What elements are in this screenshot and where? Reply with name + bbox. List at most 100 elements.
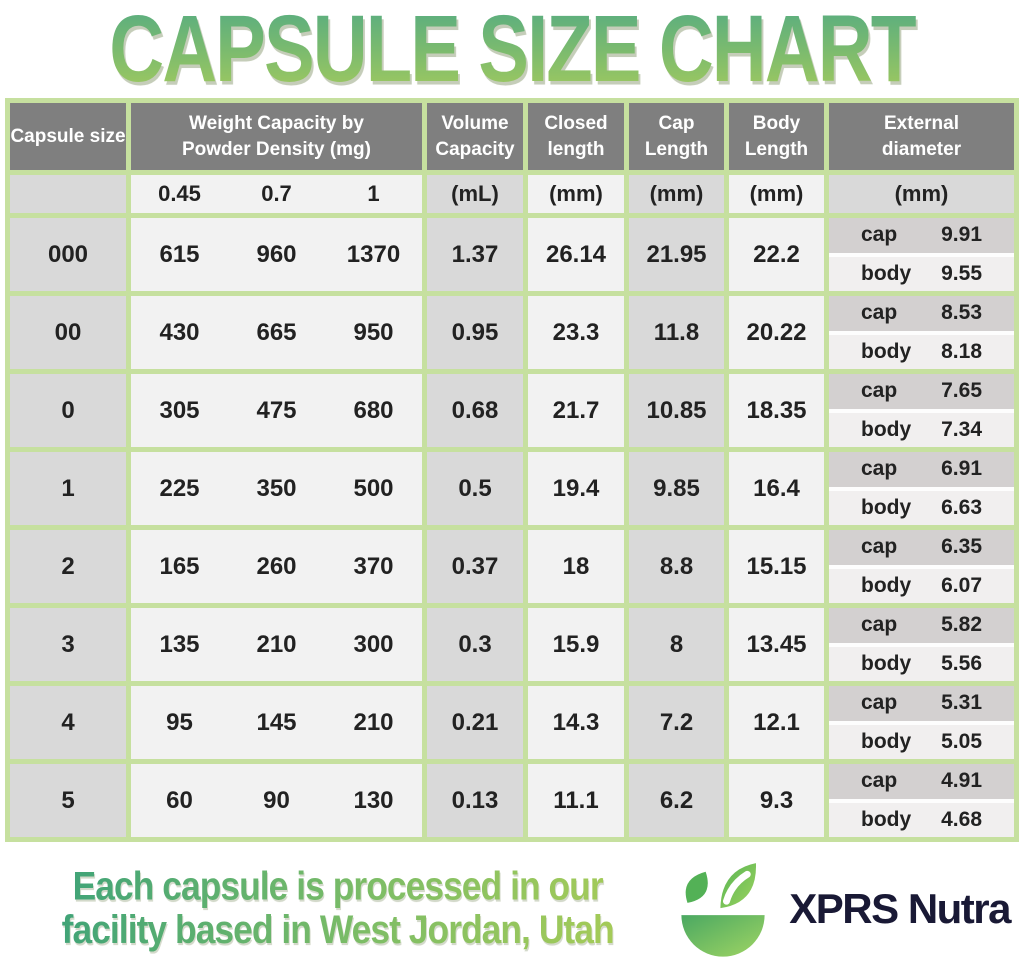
external-diameter-cell: cap 6.35 body 6.07 — [829, 530, 1014, 603]
weight-1-value: 680 — [353, 396, 394, 424]
header-external-diameter-label: External diameter — [881, 112, 962, 160]
body-length-cell: 12.1 — [729, 686, 824, 759]
body-label: body — [861, 573, 912, 597]
body-label: body — [861, 417, 912, 441]
title-banner: CAPSULE SIZE CHART — [0, 0, 1024, 98]
density-1-label: 1 — [367, 181, 380, 206]
body-diameter-row: body 5.05 — [829, 724, 1014, 759]
footer-tagline: Each capsule is processed in our facilit… — [29, 866, 646, 953]
header-external-diameter: External diameter — [829, 103, 1014, 170]
body-length-cell: 9.3 — [729, 764, 824, 837]
body-length-cell: 15.15 — [729, 530, 824, 603]
capsule-size-cell: 000 — [10, 218, 126, 291]
cap-diameter-row: cap 8.53 — [829, 296, 1014, 331]
weight-07-value: 960 — [256, 240, 297, 268]
cap-label: cap — [861, 691, 898, 715]
page-title: CAPSULE SIZE CHART — [109, 0, 917, 98]
cap-diameter-value: 6.91 — [941, 457, 982, 481]
volume-cell: 1.37 — [427, 218, 523, 291]
body-diameter-value: 8.18 — [941, 339, 982, 363]
cap-diameter-value: 7.65 — [941, 379, 982, 403]
cap-label: cap — [861, 613, 898, 637]
weight-07-value: 90 — [263, 786, 290, 814]
weight-1-value: 130 — [353, 786, 394, 814]
weight-07-value: 260 — [256, 552, 297, 580]
footer-tagline-line2: facility based in West Jordan, Utah — [61, 907, 614, 953]
capsule-size-table: Capsule size Weight Capacity by Powder D… — [5, 98, 1019, 842]
body-diameter-value: 5.05 — [941, 729, 982, 753]
capsule-size-cell: 00 — [10, 296, 126, 369]
weight-045-value: 225 — [159, 474, 200, 502]
closed-length-cell: 14.3 — [528, 686, 624, 759]
weight-07-value: 350 — [256, 474, 297, 502]
cap-diameter-value: 5.31 — [941, 691, 982, 715]
body-length-cell: 20.22 — [729, 296, 824, 369]
cap-diameter-row: cap 4.91 — [829, 764, 1014, 799]
cap-diameter-value: 6.35 — [941, 535, 982, 559]
weight-045-value: 135 — [159, 630, 200, 658]
external-diameter-cell: cap 7.65 body 7.34 — [829, 374, 1014, 447]
capsule-size-cell: 4 — [10, 686, 126, 759]
weight-capacity-cell: 615 960 1370 — [131, 218, 422, 291]
body-diameter-row: body 9.55 — [829, 256, 1014, 291]
weight-capacity-cell: 430 665 950 — [131, 296, 422, 369]
weight-capacity-cell: 95 145 210 — [131, 686, 422, 759]
cap-label: cap — [861, 379, 898, 403]
external-diameter-cell: cap 4.91 body 4.68 — [829, 764, 1014, 837]
cap-diameter-row: cap 5.82 — [829, 608, 1014, 643]
capsule-size-cell: 0 — [10, 374, 126, 447]
body-label: body — [861, 651, 912, 675]
capsule-size-cell: 2 — [10, 530, 126, 603]
cap-length-cell: 6.2 — [629, 764, 724, 837]
weight-045-value: 305 — [159, 396, 200, 424]
body-length-cell: 16.4 — [729, 452, 824, 525]
weight-07-value: 210 — [256, 630, 297, 658]
subheader-external-unit: (mm) — [829, 175, 1014, 213]
header-capsule-size: Capsule size — [10, 103, 126, 170]
cap-label: cap — [861, 301, 898, 325]
header-volume-capacity: Volume Capacity — [427, 103, 523, 170]
body-label: body — [861, 729, 912, 753]
body-diameter-value: 6.63 — [941, 495, 982, 519]
external-diameter-cell: cap 9.91 body 9.55 — [829, 218, 1014, 291]
cap-diameter-value: 8.53 — [941, 301, 982, 325]
closed-length-cell: 26.14 — [528, 218, 624, 291]
closed-length-cell: 11.1 — [528, 764, 624, 837]
cap-length-cell: 11.8 — [629, 296, 724, 369]
weight-045-value: 430 — [159, 318, 200, 346]
cap-length-cell: 21.95 — [629, 218, 724, 291]
subheader-density-cell: 0.45 0.7 1 — [131, 175, 422, 213]
footer-tagline-line1: Each capsule is processed in our — [72, 864, 603, 909]
cap-diameter-row: cap 7.65 — [829, 374, 1014, 409]
volume-cell: 0.95 — [427, 296, 523, 369]
body-diameter-row: body 6.07 — [829, 568, 1014, 603]
weight-capacity-cell: 135 210 300 — [131, 608, 422, 681]
volume-cell: 0.68 — [427, 374, 523, 447]
closed-length-cell: 18 — [528, 530, 624, 603]
footer: Each capsule is processed in our facilit… — [0, 842, 1024, 960]
cap-diameter-row: cap 6.35 — [829, 530, 1014, 565]
cap-diameter-value: 5.82 — [941, 613, 982, 637]
weight-capacity-cell: 165 260 370 — [131, 530, 422, 603]
cap-label: cap — [861, 223, 898, 247]
closed-length-cell: 21.7 — [528, 374, 624, 447]
cap-length-cell: 7.2 — [629, 686, 724, 759]
weight-07-value: 475 — [256, 396, 297, 424]
body-diameter-value: 5.56 — [941, 651, 982, 675]
body-diameter-value: 7.34 — [941, 417, 982, 441]
weight-045-value: 60 — [166, 786, 193, 814]
cap-label: cap — [861, 457, 898, 481]
subheader-cap-unit: (mm) — [629, 175, 724, 213]
body-diameter-value: 6.07 — [941, 573, 982, 597]
density-045-label: 0.45 — [158, 181, 201, 206]
volume-cell: 0.21 — [427, 686, 523, 759]
cap-diameter-row: cap 6.91 — [829, 452, 1014, 487]
cap-length-cell: 8 — [629, 608, 724, 681]
brand-logo: XPRS Nutra — [671, 861, 1011, 957]
cap-length-cell: 9.85 — [629, 452, 724, 525]
weight-1-value: 1370 — [346, 240, 401, 268]
external-diameter-cell: cap 8.53 body 8.18 — [829, 296, 1014, 369]
weight-1-value: 210 — [353, 708, 394, 736]
body-label: body — [861, 261, 912, 285]
header-weight-capacity: Weight Capacity by Powder Density (mg) — [131, 103, 422, 170]
